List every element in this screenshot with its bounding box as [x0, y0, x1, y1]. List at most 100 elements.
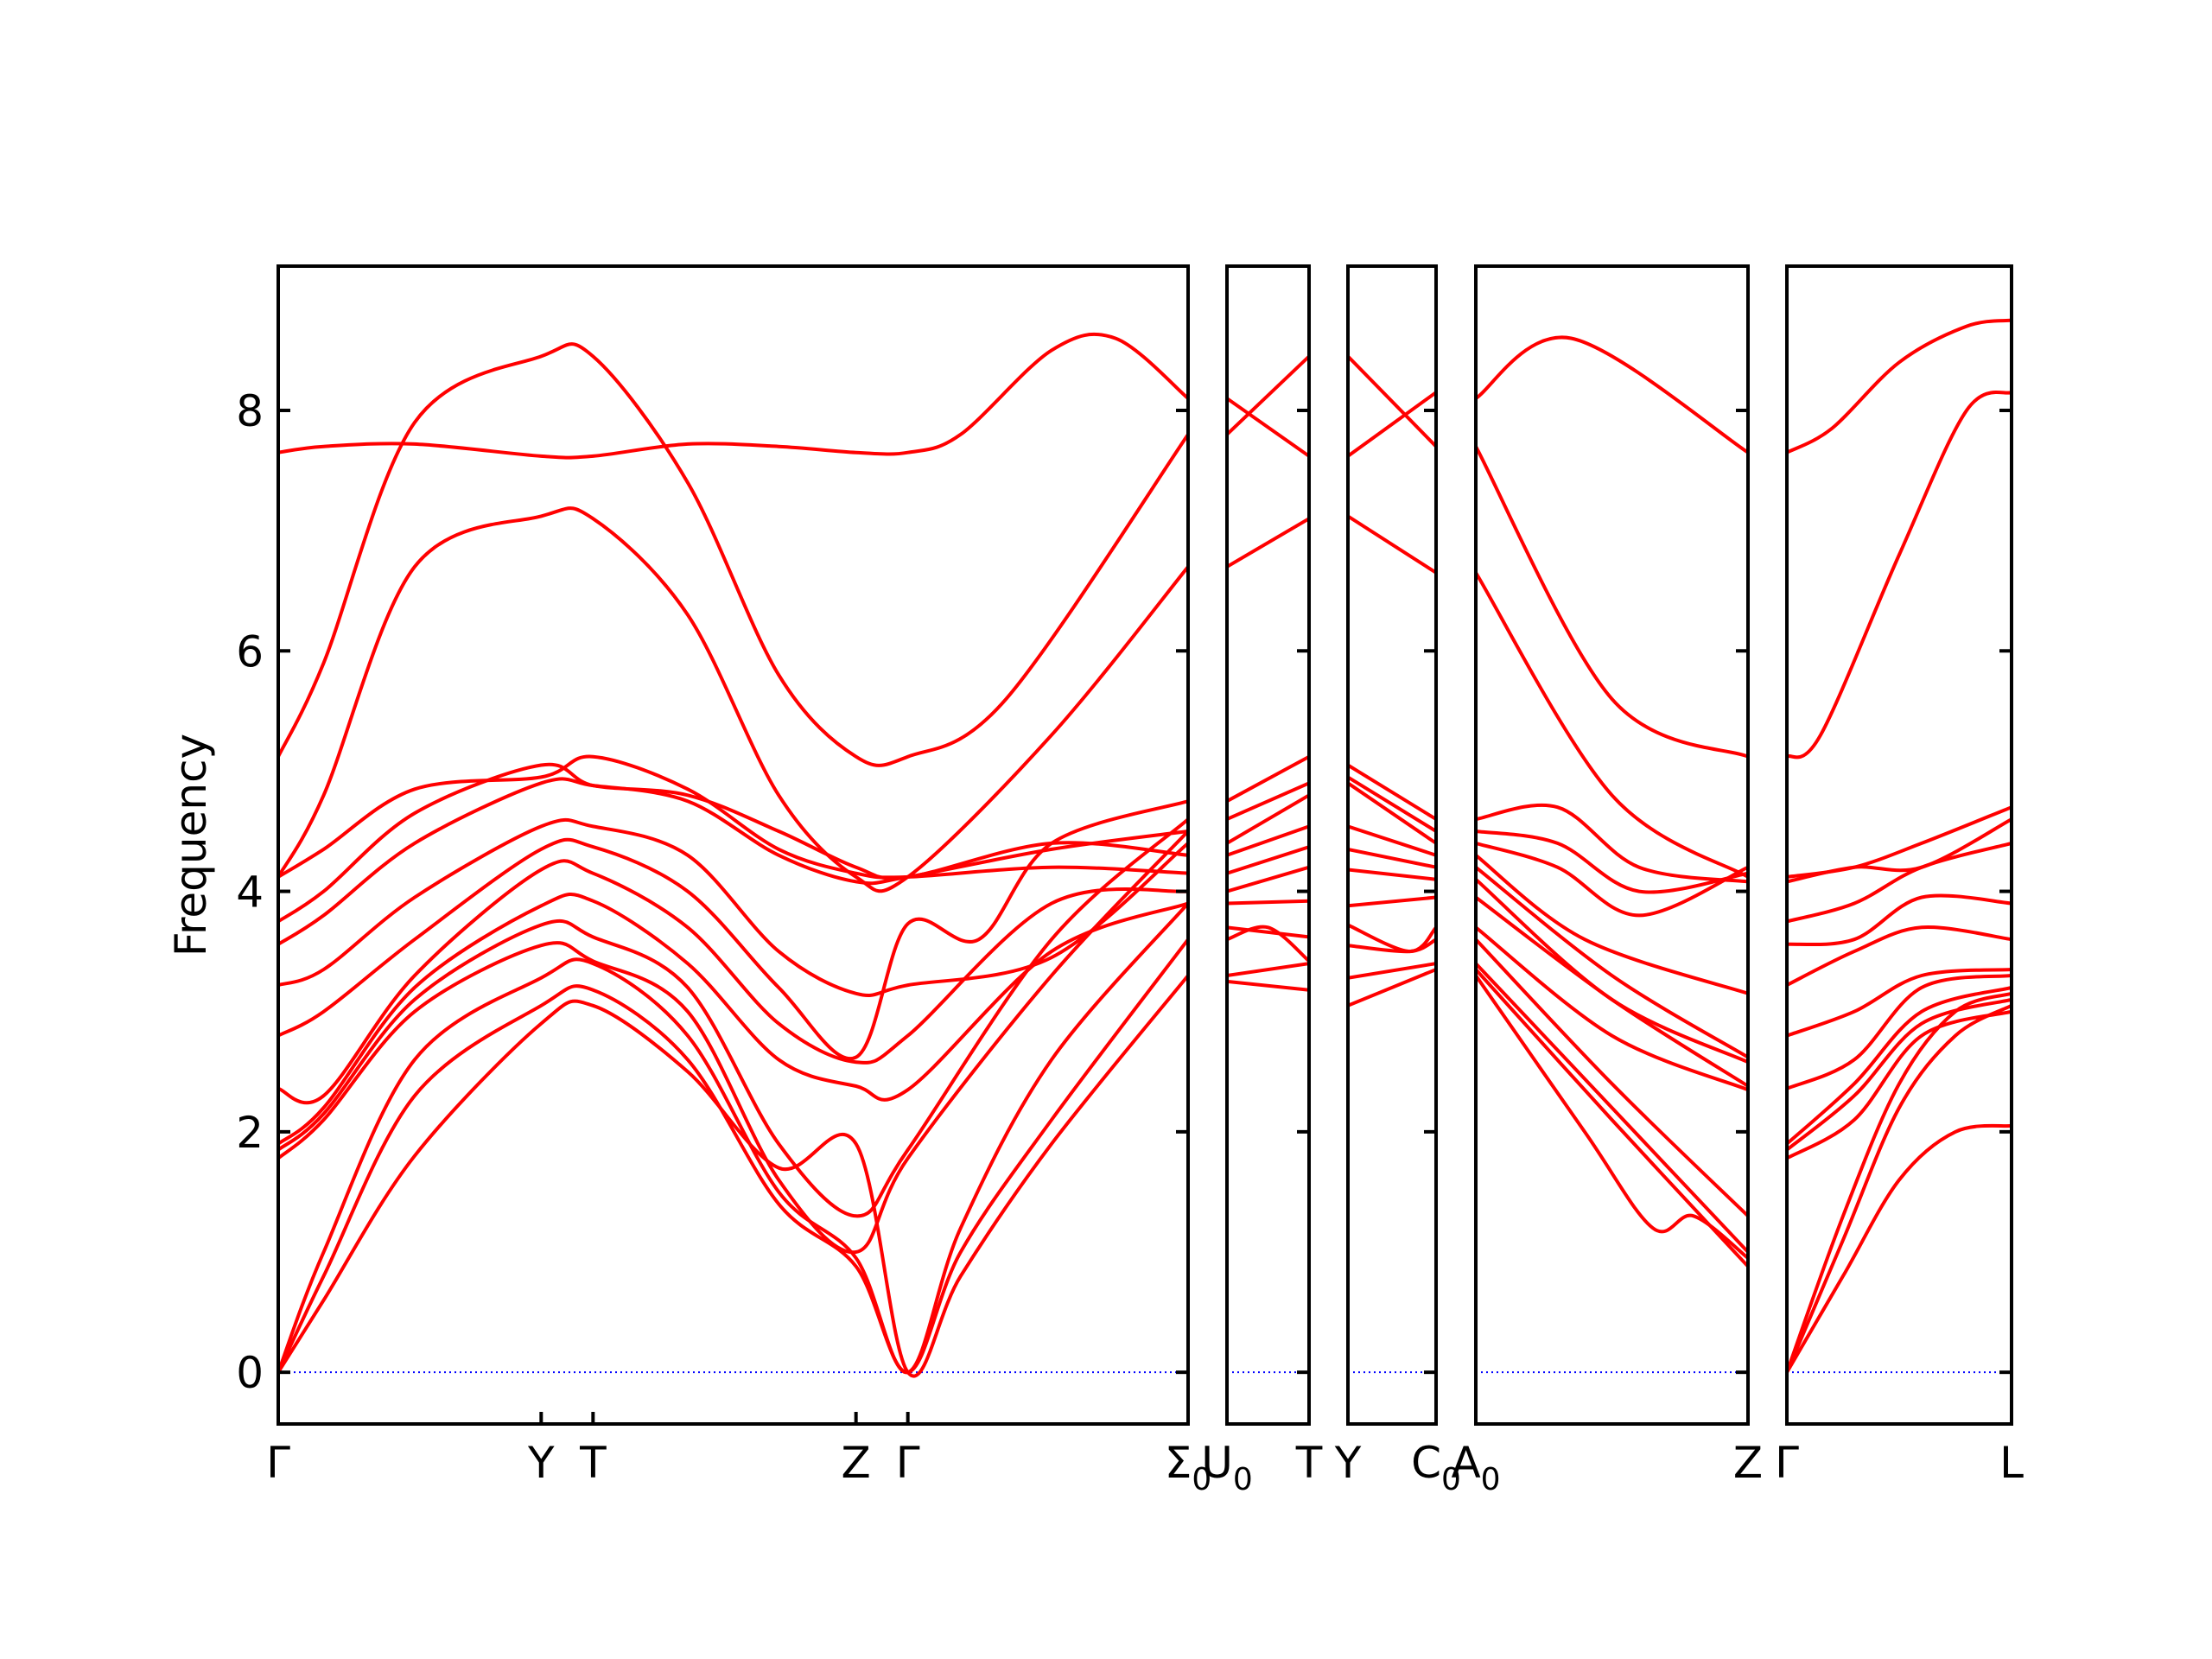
panel-frame: [1474, 264, 1750, 1426]
y-tick-label: 8: [236, 386, 264, 436]
bands: [278, 332, 1188, 1378]
band-4-8: [1787, 974, 2012, 1090]
band-1-2: [1227, 517, 1309, 569]
band-2-11: [1348, 938, 1436, 954]
bands: [1227, 354, 1309, 992]
x-tick-label: Y: [1334, 1438, 1362, 1488]
band-2-5: [1348, 781, 1436, 845]
band-2-12: [1348, 962, 1436, 980]
band-4-9: [1787, 985, 2012, 1146]
band-2-4: [1348, 775, 1436, 833]
y-tick-label: 6: [236, 626, 264, 677]
band-0-11: [278, 830, 1188, 1255]
band-2-3: [1348, 763, 1436, 821]
band-3-5: [1476, 841, 1748, 918]
band-0-13: [278, 938, 1188, 1375]
band-0-4: [278, 762, 1188, 924]
panel-1: [1225, 264, 1311, 1426]
band-2-9: [1348, 895, 1436, 908]
band-4-0: [1787, 318, 2012, 454]
band-3-7: [1476, 866, 1748, 1059]
band-4-13: [1787, 1004, 2012, 1373]
band-4-12: [1787, 991, 2012, 1373]
y-axis-label: Frequency: [166, 734, 216, 957]
band-4-7: [1787, 968, 2012, 1038]
band-3-0: [1476, 335, 1748, 454]
x-tick-label: T: [579, 1438, 607, 1488]
band-2-6: [1348, 824, 1436, 857]
band-3-3: [1476, 803, 1748, 884]
band-0-14: [278, 974, 1188, 1378]
band-0-9: [278, 892, 1188, 1146]
band-3-10: [1476, 925, 1748, 1092]
y-tick-label: 4: [236, 868, 264, 918]
band-1-11: [1227, 925, 1309, 963]
bands: [1787, 318, 2012, 1374]
band-3-6: [1476, 854, 1748, 995]
x-tick-label: Σ0: [1165, 1438, 1212, 1497]
band-0-6: [278, 817, 1188, 998]
band-4-10: [1787, 997, 2012, 1152]
band-4-2: [1787, 805, 2012, 879]
x-tick-label: L: [1999, 1438, 2024, 1488]
band-1-4: [1227, 781, 1309, 821]
band-3-14: [1476, 968, 1748, 1268]
x-tick-label: Z: [1733, 1438, 1763, 1488]
panel-4: [1785, 264, 2013, 1426]
band-0-10: [278, 817, 1188, 1218]
band-1-3: [1227, 754, 1309, 803]
band-1-12: [1227, 962, 1309, 977]
band-0-5: [278, 777, 1188, 946]
panel-frame: [1225, 264, 1311, 1426]
band-3-4: [1476, 830, 1748, 894]
band-3-13: [1476, 974, 1748, 1260]
band-4-5: [1787, 893, 2012, 947]
x-tick-label: C0: [1411, 1438, 1461, 1497]
bands: [1348, 355, 1436, 1007]
band-2-2: [1348, 514, 1436, 575]
band-2-1: [1348, 391, 1436, 458]
band-2-13: [1348, 968, 1436, 1007]
panel-0: [276, 264, 1190, 1426]
panel-frame: [1346, 264, 1438, 1426]
band-0-3: [278, 754, 1188, 880]
y-tick-label: 0: [236, 1348, 264, 1398]
x-tick-label: Y: [527, 1438, 555, 1488]
band-1-13: [1227, 979, 1309, 992]
band-1-8: [1227, 865, 1309, 893]
y-tick-label: 2: [236, 1108, 264, 1158]
x-tick-label: T: [1295, 1438, 1323, 1488]
band-4-4: [1787, 841, 2012, 924]
band-1-6: [1227, 824, 1309, 857]
x-tick-label: Γ: [266, 1438, 290, 1488]
x-tick-label: Γ: [896, 1438, 920, 1488]
band-2-7: [1348, 847, 1436, 869]
panel-2: [1346, 264, 1438, 1426]
band-1-0: [1227, 397, 1309, 458]
band-4-1: [1787, 390, 2012, 760]
band-4-11: [1787, 1009, 2012, 1160]
band-0-0: [278, 332, 1188, 460]
band-4-6: [1787, 925, 2012, 987]
band-3-2: [1476, 571, 1748, 879]
band-3-11: [1476, 938, 1748, 1217]
band-3-12: [1476, 962, 1748, 1254]
band-0-7: [278, 799, 1188, 1061]
band-2-0: [1348, 355, 1436, 448]
band-0-8: [278, 859, 1188, 1105]
band-3-9: [1476, 895, 1748, 1088]
band-1-9: [1227, 899, 1309, 906]
bands: [1476, 335, 1748, 1268]
band-4-14: [1787, 1123, 2012, 1374]
x-tick-label: Z: [842, 1438, 871, 1488]
x-tick-label: Γ: [1775, 1438, 1799, 1488]
band-2-8: [1348, 868, 1436, 881]
panel-frame: [1785, 264, 2013, 1426]
band-4-3: [1787, 817, 2012, 884]
band-3-1: [1476, 445, 1748, 759]
band-1-1: [1227, 354, 1309, 436]
band-0-2: [278, 506, 1188, 893]
panel-3: [1474, 264, 1750, 1426]
